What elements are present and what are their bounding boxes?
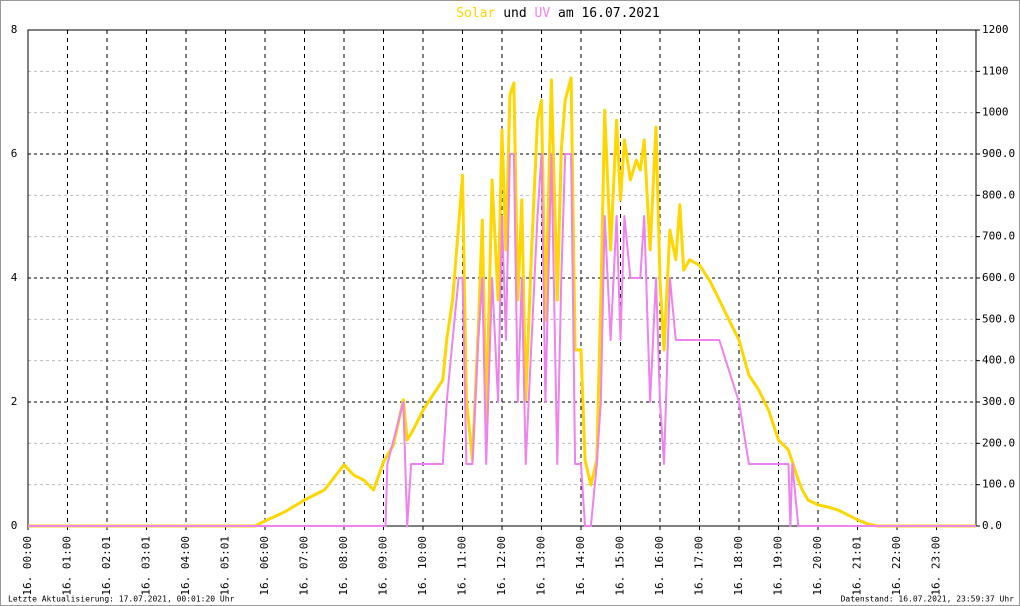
x-tick-label: 16. 23:00 xyxy=(930,536,943,596)
x-tick-label: 16. 12:00 xyxy=(495,536,508,596)
y2-tick-label: 1100 xyxy=(982,64,1009,77)
y2-tick-label: 300.0 xyxy=(982,395,1015,408)
y2-tick-label: 0.0 xyxy=(982,519,1002,532)
x-tick-label: 16. 08:00 xyxy=(337,536,350,596)
series-line xyxy=(28,76,976,528)
y2-tick-label: 700.0 xyxy=(982,230,1015,243)
chart-title: Solar und UV am 16.07.2021 xyxy=(456,6,660,21)
x-tick-label: 16. 18:00 xyxy=(732,536,745,596)
x-tick-label: 16. 17:00 xyxy=(693,536,706,596)
y2-tick-label: 600.0 xyxy=(982,271,1015,284)
y-tick-label: 6 xyxy=(11,147,18,160)
x-tick-label: 16. 02:01 xyxy=(100,536,113,596)
y-tick-label: 8 xyxy=(11,23,18,36)
y2-tick-label: 800.0 xyxy=(982,188,1015,201)
x-tick-label: 16. 21:01 xyxy=(851,536,864,596)
title-solar: Solar xyxy=(456,6,495,21)
x-tick-label: 16. 07:00 xyxy=(298,536,311,596)
title-uv: UV xyxy=(535,6,551,21)
x-tick-label: 16. 00:00 xyxy=(21,536,34,596)
y2-tick-label: 400.0 xyxy=(982,354,1015,367)
y-tick-label: 0 xyxy=(11,519,18,532)
footer-right: Datenstand: 16.07.2021, 23:59:37 Uhr xyxy=(841,595,1015,604)
y2-tick-label: 900.0 xyxy=(982,147,1015,160)
x-tick-label: 16. 20:00 xyxy=(811,536,824,596)
y2-tick-label: 500.0 xyxy=(982,312,1015,325)
x-tick-label: 16. 15:00 xyxy=(614,536,627,596)
x-tick-label: 16. 06:00 xyxy=(258,536,271,596)
x-tick-label: 16. 13:00 xyxy=(535,536,548,596)
x-tick-label: 16. 10:00 xyxy=(416,536,429,596)
x-tick-label: 16. 04:00 xyxy=(179,536,192,596)
x-tick-label: 16. 19:00 xyxy=(772,536,785,596)
y-tick-label: 4 xyxy=(11,271,18,284)
title-word: und xyxy=(503,6,526,21)
x-tick-label: 16. 03:01 xyxy=(140,536,153,596)
y2-tick-label: 1000 xyxy=(982,106,1009,119)
title-date: am 16.07.2021 xyxy=(558,6,660,21)
footer-left: Letzte Aktualisierung: 17.07.2021, 00:01… xyxy=(8,595,235,604)
plot-frame xyxy=(27,29,977,527)
y2-tick-label: 1200 xyxy=(982,23,1009,36)
x-tick-label: 16. 05:01 xyxy=(219,536,232,596)
x-tick-label: 16. 11:00 xyxy=(456,536,469,596)
x-tick-label: 16. 16:00 xyxy=(653,536,666,596)
x-tick-label: 16. 22:00 xyxy=(890,536,903,596)
x-tick-label: 16. 14:00 xyxy=(574,536,587,596)
series-line xyxy=(28,153,976,527)
y-tick-label: 2 xyxy=(11,395,18,408)
x-tick-label: 16. 01:00 xyxy=(61,536,74,596)
y2-tick-label: 200.0 xyxy=(982,436,1015,449)
y2-tick-label: 100.0 xyxy=(982,478,1015,491)
x-tick-label: 16. 09:00 xyxy=(377,536,390,596)
